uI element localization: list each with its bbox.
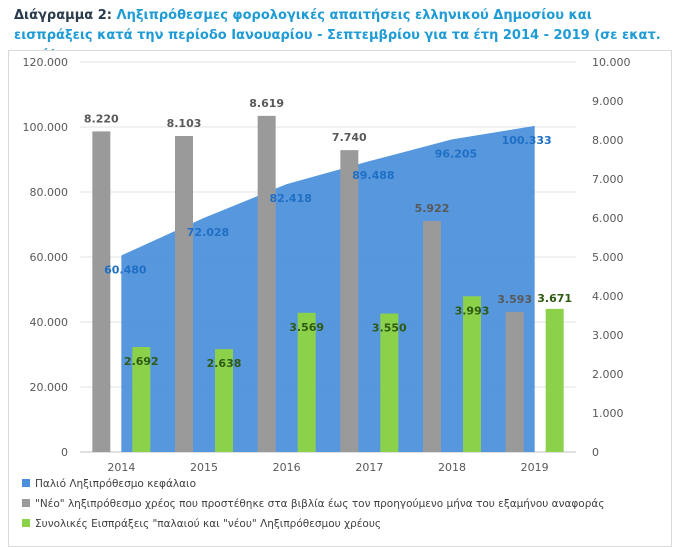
legend-entry: Συνολικές Εισπράξεις "παλαιού και "νέου"… xyxy=(35,518,381,530)
legend-swatch xyxy=(22,519,30,527)
gray-bar-data-label: 5.922 xyxy=(415,202,450,215)
y-right-tick-label: 7.000 xyxy=(592,173,624,186)
bar-collections xyxy=(297,312,316,452)
area-data-label: 60.480 xyxy=(104,263,147,276)
x-tick-label: 2014 xyxy=(107,461,135,474)
area-data-label: 82.418 xyxy=(269,192,311,205)
legend-swatch xyxy=(22,479,30,487)
area-data-label: 72.028 xyxy=(187,226,229,239)
x-tick-label: 2017 xyxy=(355,461,383,474)
x-tick-label: 2015 xyxy=(190,461,218,474)
bar-collections xyxy=(132,347,151,452)
legend: Παλιό Ληξιπρόθεσμο κεφάλαιο "Νέο" ληξιπρό… xyxy=(22,478,604,530)
y-left-tick-label: 40.000 xyxy=(30,316,69,329)
y-right-tick-label: 0 xyxy=(592,446,599,459)
area-data-label: 96.205 xyxy=(435,147,477,160)
gray-bar-data-label: 3.593 xyxy=(497,293,532,306)
y-left-tick-label: 100.000 xyxy=(23,121,69,134)
y-right-tick-label: 4.000 xyxy=(592,290,624,303)
area-data-label: 89.488 xyxy=(352,169,394,182)
gray-bar-data-label: 8.103 xyxy=(167,117,202,130)
bar-new-debt xyxy=(505,311,524,452)
gray-bar-data-label: 8.619 xyxy=(249,97,284,110)
x-tick-label: 2016 xyxy=(273,461,301,474)
x-tick-label: 2018 xyxy=(438,461,466,474)
green-bar-data-label: 3.671 xyxy=(537,292,572,305)
y-left-tick-label: 80.000 xyxy=(30,186,69,199)
chart-title-lead: Διάγραμμα 2: xyxy=(14,8,112,23)
green-bar-data-label: 3.569 xyxy=(289,321,324,334)
bar-new-debt xyxy=(257,115,276,452)
y-right-tick-label: 9.000 xyxy=(592,95,624,108)
y-left-tick-label: 60.000 xyxy=(30,251,69,264)
y-right-tick-label: 6.000 xyxy=(592,212,624,225)
legend-swatch xyxy=(22,499,30,507)
green-bar-data-label: 2.638 xyxy=(207,357,242,370)
x-tick-label: 2019 xyxy=(521,461,549,474)
gray-bar-data-label: 7.740 xyxy=(332,131,367,144)
green-bar-data-label: 3.993 xyxy=(455,304,490,317)
bar-new-debt xyxy=(92,131,111,453)
bar-series xyxy=(92,115,564,453)
y-left-tick-label: 120.000 xyxy=(23,56,69,69)
y-right-tick-label: 5.000 xyxy=(592,251,624,264)
combo-chart: 60.480 72.028 82.418 89.488 96.205 100.333 8.2… xyxy=(8,50,672,547)
bar-collections xyxy=(463,296,481,452)
bar-new-debt xyxy=(423,221,441,452)
y-left-tick-label: 20.000 xyxy=(30,381,69,394)
bar-collections xyxy=(380,313,399,452)
bar-new-debt xyxy=(175,135,193,452)
legend-entry: Παλιό Ληξιπρόθεσμο κεφάλαιο xyxy=(35,478,196,490)
y-right-tick-label: 8.000 xyxy=(592,134,624,147)
green-bar-data-label: 2.692 xyxy=(124,355,159,368)
gray-bar-data-label: 8.220 xyxy=(84,112,119,125)
axes: 0 20.000 40.000 60.000 80.000 100.000 120.000 0… xyxy=(23,56,631,474)
bar-new-debt xyxy=(340,150,359,452)
bar-collections xyxy=(545,308,564,452)
legend-entry: "Νέο" ληξιπρόθεσμο χρέος που προστέθηκε … xyxy=(35,498,604,510)
green-bar-data-label: 3.550 xyxy=(372,322,407,335)
y-right-tick-label: 2.000 xyxy=(592,368,624,381)
y-right-tick-label: 3.000 xyxy=(592,329,624,342)
area-data-label: 100.333 xyxy=(502,134,552,147)
y-right-tick-label: 1.000 xyxy=(592,407,624,420)
y-left-tick-label: 0 xyxy=(61,446,68,459)
data-labels: 60.480 72.028 82.418 89.488 96.205 100.333 8.2… xyxy=(84,97,572,370)
bar-collections xyxy=(215,349,233,452)
y-right-tick-label: 10.000 xyxy=(592,56,631,69)
